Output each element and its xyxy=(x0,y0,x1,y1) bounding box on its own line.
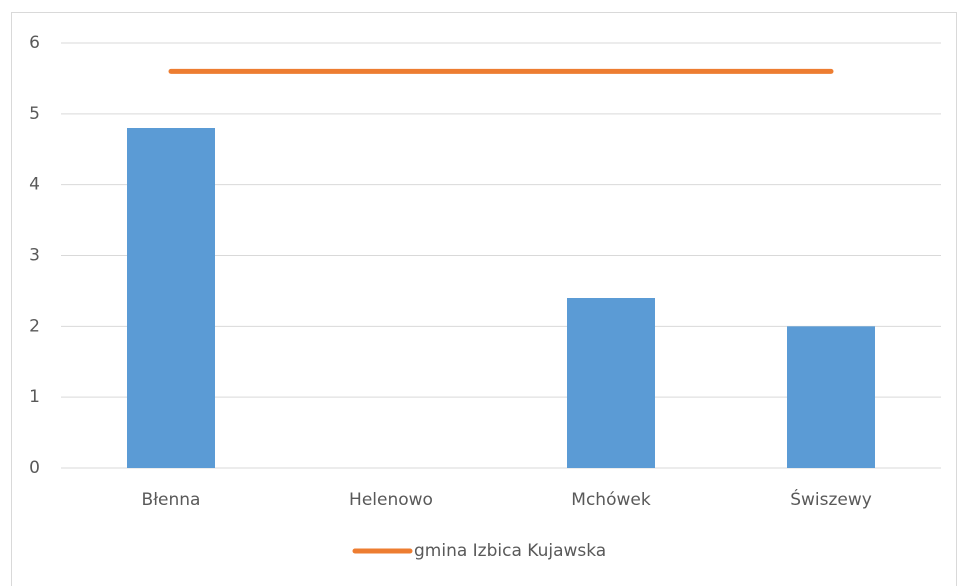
y-tick-label: 5 xyxy=(29,104,40,124)
y-tick-label: 2 xyxy=(29,316,40,336)
x-tick-label: Mchówek xyxy=(571,490,651,510)
x-tick-label: Błenna xyxy=(142,490,201,510)
x-tick-label: Świszewy xyxy=(790,488,872,510)
bar xyxy=(567,298,655,468)
x-tick-label: Helenowo xyxy=(349,490,433,510)
y-tick-label: 1 xyxy=(29,387,40,407)
y-tick-label: 3 xyxy=(29,246,40,266)
y-tick-label: 6 xyxy=(29,33,40,53)
bar xyxy=(127,128,215,468)
y-tick-label: 0 xyxy=(29,458,40,478)
y-tick-label: 4 xyxy=(29,175,40,195)
bar xyxy=(787,326,875,468)
legend-label: gmina Izbica Kujawska xyxy=(414,541,606,561)
